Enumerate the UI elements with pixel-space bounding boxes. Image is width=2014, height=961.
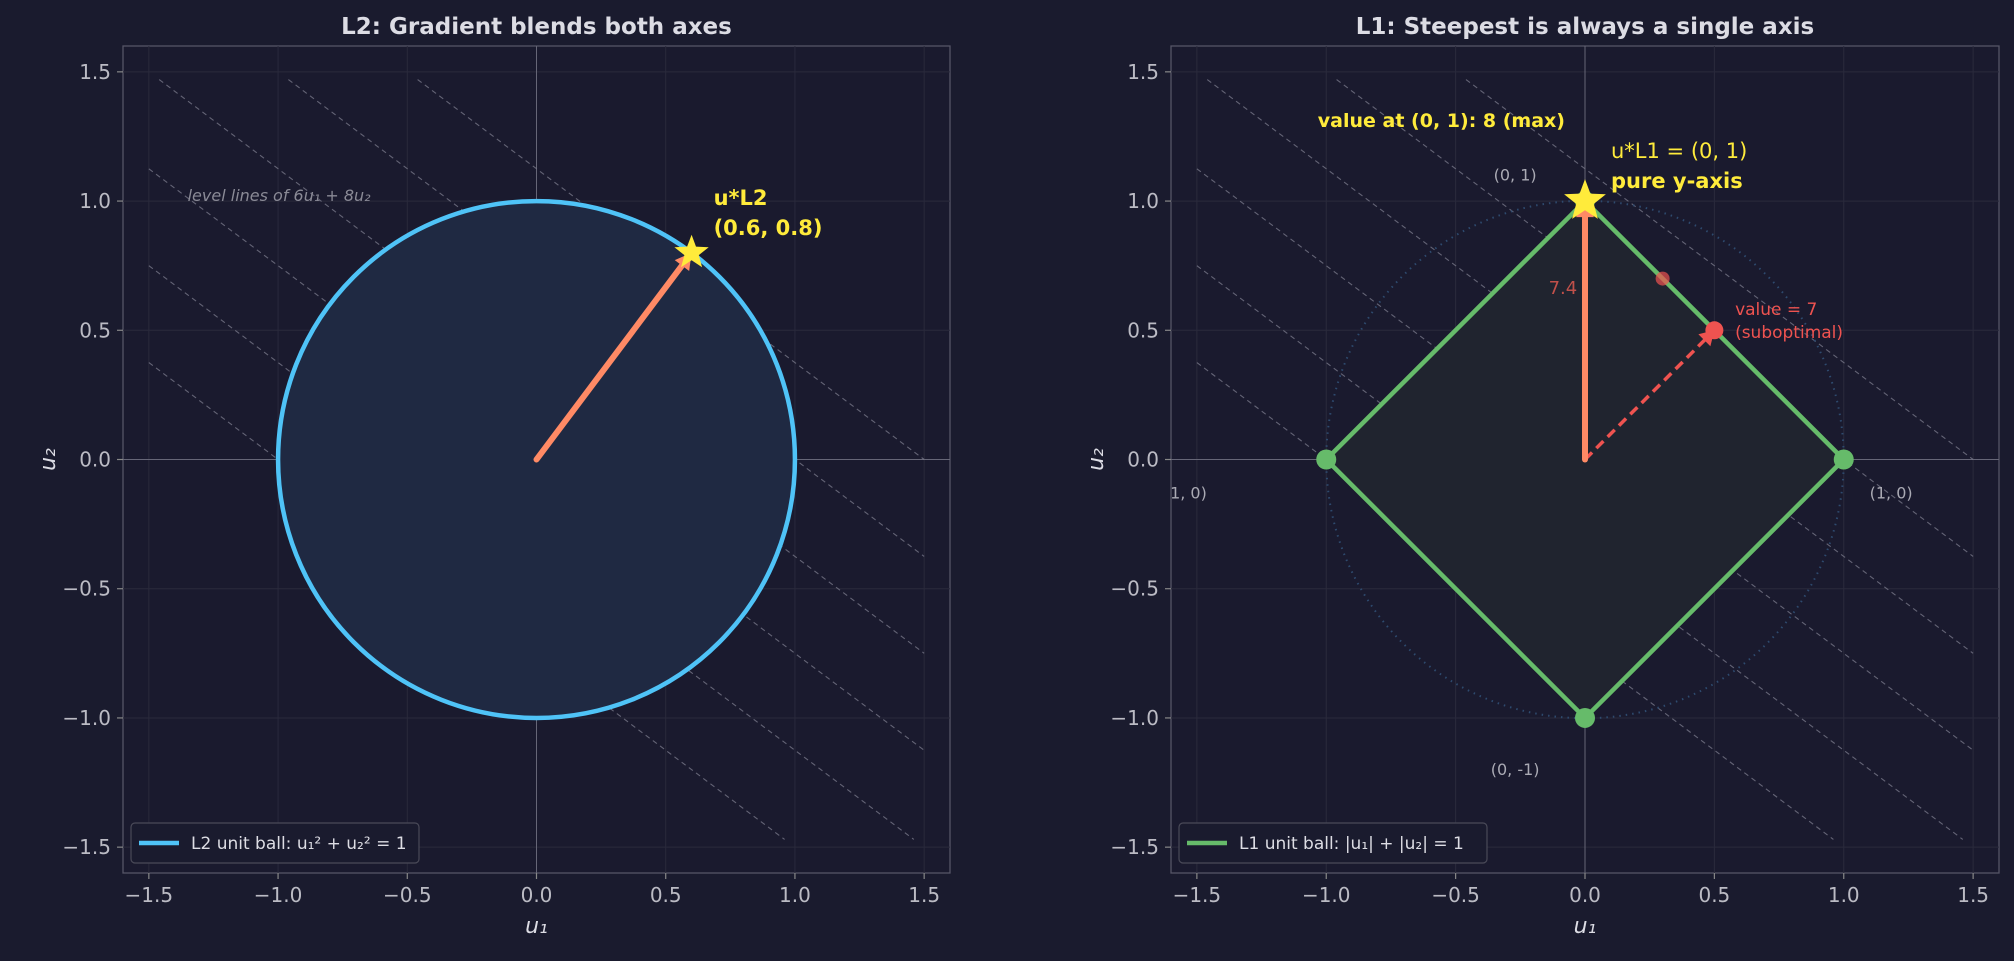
plot-content: (0, 1) (1, 0) (-1, 0) (0, -1) value = 7 (subo…	[1158, 46, 1999, 873]
chart-1: level lines of 6u₁ + 8u₂ −1.5 −1.5 −1.0 −1.0…	[36, 14, 951, 939]
y-tick-label: −1.5	[1110, 835, 1159, 859]
vertex-point	[1833, 449, 1854, 470]
x-tick-label: −1.5	[125, 883, 174, 907]
x-tick-label: −0.5	[383, 883, 432, 907]
y-tick-label: −1.0	[1110, 706, 1159, 730]
optimum-label: u*L2	[714, 186, 768, 210]
vertex-label: (0, -1)	[1491, 760, 1540, 779]
y-tick-label: 0.0	[1127, 448, 1159, 472]
suboptimal-arrow	[1583, 337, 1708, 461]
suboptimal-label: value = 7	[1735, 300, 1817, 320]
plot-content: level lines of 6u₁ + 8u₂	[123, 46, 950, 873]
level-line	[1465, 79, 1974, 460]
x-tick-label: 0.5	[1698, 883, 1730, 907]
x-tick-label: −1.0	[254, 883, 303, 907]
x-tick-label: −0.5	[1431, 883, 1480, 907]
optimum-star-icon	[1564, 179, 1606, 219]
x-tick-label: 1.0	[1828, 883, 1860, 907]
chart-2: (0, 1) (1, 0) (-1, 0) (0, -1) value = 7 (subo…	[1084, 14, 2000, 939]
arrow-value-label: 7.4	[1549, 278, 1578, 299]
optimum-coords: (0.6, 0.8)	[714, 216, 823, 240]
legend-entry: L1 unit ball: |u₁| + |u₂| = 1	[1239, 834, 1464, 854]
edge-point	[1655, 271, 1670, 286]
x-tick-label: 0.0	[1569, 883, 1601, 907]
x-axis-label: u₁	[1574, 914, 1597, 939]
x-tick-label: 1.5	[1957, 883, 1989, 907]
chart-title: L2: Gradient blends both axes	[341, 14, 732, 40]
vertex-point	[1316, 449, 1337, 470]
legend	[130, 822, 420, 864]
optimum-star-icon	[674, 234, 709, 268]
y-tick-label: −1.5	[62, 835, 111, 859]
x-tick-label: −1.0	[1302, 883, 1351, 907]
vertex-label: (-1, 0)	[1158, 483, 1207, 502]
vertex-point	[1575, 707, 1595, 728]
x-tick-label: 1.5	[908, 883, 940, 907]
level-lines-label: level lines of 6u₁ + 8u₂	[188, 186, 372, 205]
optimum-label: u*L1 = (0, 1)	[1611, 139, 1747, 163]
x-tick-label: 0.0	[521, 883, 553, 907]
suboptimal-note: (suboptimal)	[1735, 323, 1843, 343]
y-tick-label: 1.5	[79, 60, 111, 84]
y-tick-label: −0.5	[62, 577, 111, 601]
legend	[1178, 822, 1488, 864]
y-tick-label: 1.0	[79, 189, 111, 213]
legend-entry: L2 unit ball: u₁² + u₂² = 1	[191, 834, 407, 854]
y-tick-label: −1.0	[62, 706, 111, 730]
y-tick-label: 0.5	[1127, 318, 1159, 342]
y-tick-label: 0.5	[79, 318, 111, 342]
chart-title: L1: Steepest is always a single axis	[1356, 14, 1814, 40]
x-tick-label: 0.5	[650, 883, 682, 907]
y-tick-label: 1.5	[1127, 60, 1159, 84]
vertex-label: (1, 0)	[1870, 483, 1913, 502]
x-tick-label: 1.0	[779, 883, 811, 907]
y-tick-label: 0.0	[79, 448, 111, 472]
y-tick-label: −0.5	[1110, 577, 1159, 601]
x-tick-label: −1.5	[1173, 883, 1222, 907]
vertex-label: (0, 1)	[1494, 165, 1537, 184]
optimum-value-label: value at (0, 1): 8 (max)	[1318, 110, 1565, 132]
suboptimal-point	[1705, 321, 1724, 340]
y-axis-label: u₂	[36, 448, 61, 471]
gradient-arrow	[533, 262, 685, 463]
optimum-note: pure y-axis	[1611, 169, 1743, 193]
y-tick-label: 1.0	[1127, 189, 1159, 213]
y-axis-label: u₂	[1084, 448, 1109, 471]
x-axis-label: u₁	[525, 914, 548, 939]
